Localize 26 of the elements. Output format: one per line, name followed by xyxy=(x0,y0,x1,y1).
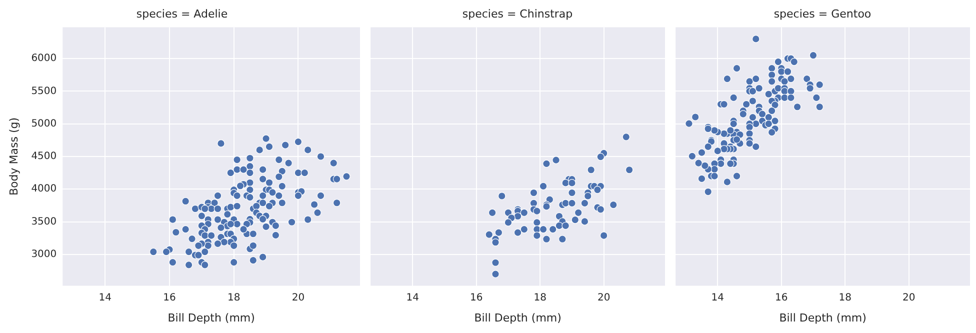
x-tick-label: 20 xyxy=(292,292,305,304)
x-axis-title: Bill Depth (mm) xyxy=(474,311,562,324)
y-tick-label: 4000 xyxy=(31,184,57,195)
chart-title: species = Gentoo xyxy=(774,7,872,20)
x-tick-label: 18 xyxy=(534,292,546,304)
x-tick-label: 18 xyxy=(838,292,852,304)
y-tick-label: 4500 xyxy=(31,151,57,162)
y-tick-label: 6000 xyxy=(31,53,57,64)
y-tick-label: 3000 xyxy=(31,249,57,260)
x-tick-label: 16 xyxy=(470,292,483,304)
x-tick-label: 20 xyxy=(597,292,610,304)
y-tick-label: 5000 xyxy=(31,118,57,130)
x-tick-label: 14 xyxy=(98,292,112,304)
x-axis-title: Bill Depth (mm) xyxy=(779,311,866,324)
x-tick-label: 20 xyxy=(902,292,916,304)
chart-title: species = Adelie xyxy=(136,7,228,20)
x-tick-label: 16 xyxy=(163,292,176,304)
y-tick-label: 3500 xyxy=(31,216,57,228)
x-tick-label: 18 xyxy=(227,292,240,304)
x-tick-label: 14 xyxy=(711,292,724,304)
y-tick-label: 5500 xyxy=(31,86,57,97)
x-axis-title: Bill Depth (mm) xyxy=(168,311,255,324)
y-axis-title: Body Mass (g) xyxy=(7,117,20,196)
x-tick-label: 14 xyxy=(406,292,420,304)
x-tick-label: 16 xyxy=(775,292,788,304)
chart-title: species = Chinstrap xyxy=(462,7,573,20)
